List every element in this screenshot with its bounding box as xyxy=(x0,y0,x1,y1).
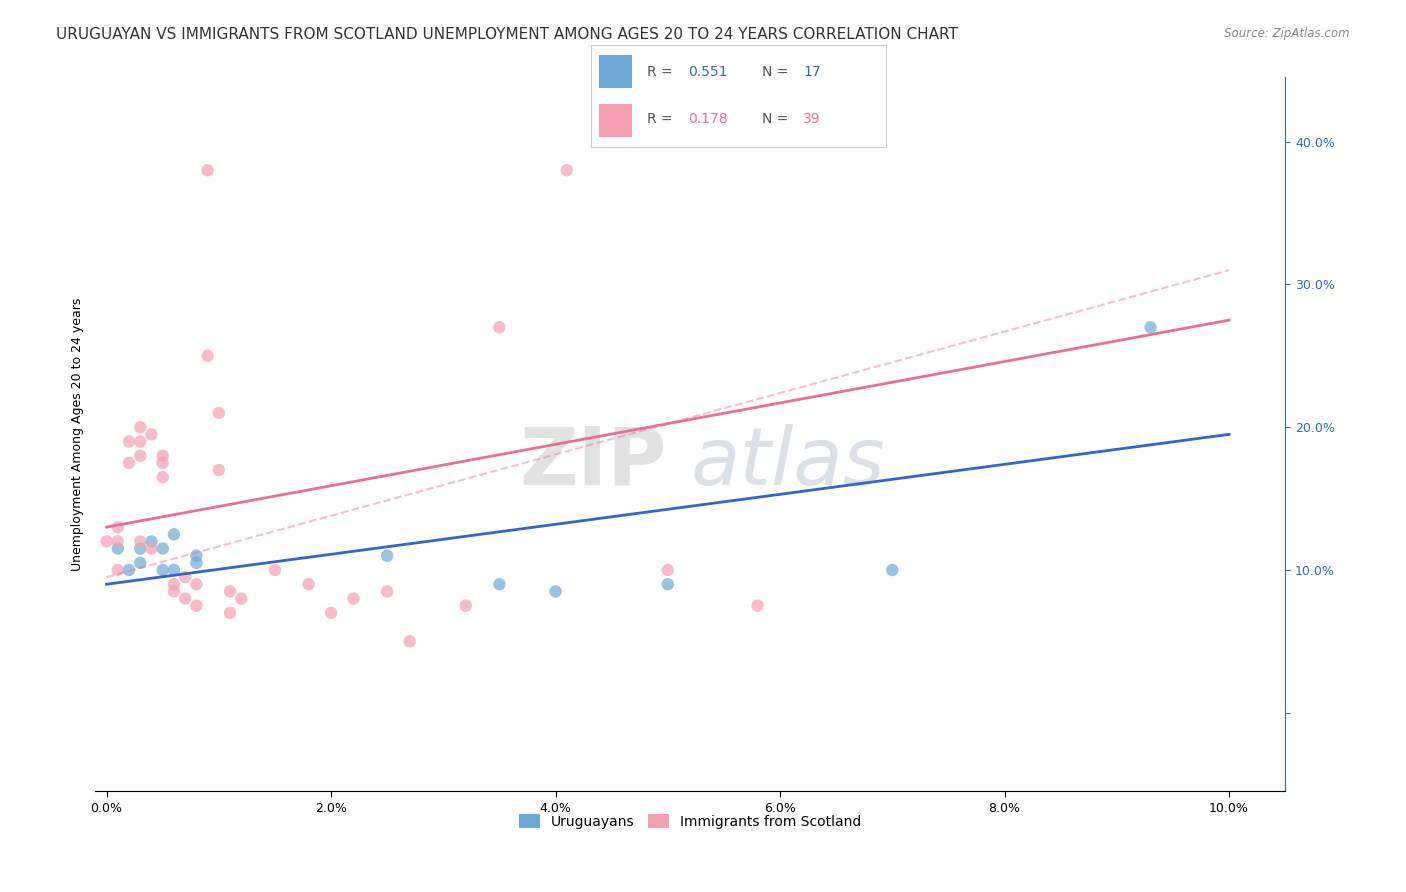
Point xyxy=(197,349,219,363)
Point xyxy=(163,584,186,599)
Point xyxy=(342,591,364,606)
Point xyxy=(141,427,163,442)
Text: R =: R = xyxy=(647,112,676,127)
Text: URUGUAYAN VS IMMIGRANTS FROM SCOTLAND UNEMPLOYMENT AMONG AGES 20 TO 24 YEARS COR: URUGUAYAN VS IMMIGRANTS FROM SCOTLAND UN… xyxy=(56,27,957,42)
Point xyxy=(454,599,477,613)
Text: R =: R = xyxy=(647,65,676,79)
Point xyxy=(208,406,231,420)
Legend: Uruguayans, Immigrants from Scotland: Uruguayans, Immigrants from Scotland xyxy=(513,808,868,834)
Point xyxy=(882,563,904,577)
Point xyxy=(398,634,420,648)
Point xyxy=(208,463,231,477)
Text: 39: 39 xyxy=(803,112,821,127)
Point xyxy=(163,563,186,577)
Point xyxy=(174,570,197,584)
Point xyxy=(96,534,118,549)
Text: N =: N = xyxy=(762,112,793,127)
Point xyxy=(107,563,129,577)
Point xyxy=(657,577,679,591)
Point xyxy=(107,520,129,534)
Text: 0.551: 0.551 xyxy=(688,65,727,79)
Point xyxy=(219,584,242,599)
Point xyxy=(1139,320,1161,334)
Text: atlas: atlas xyxy=(690,424,884,502)
Point xyxy=(152,456,174,470)
Point xyxy=(129,541,152,556)
Text: Source: ZipAtlas.com: Source: ZipAtlas.com xyxy=(1225,27,1350,40)
Point xyxy=(319,606,342,620)
Point xyxy=(141,541,163,556)
Point xyxy=(186,556,208,570)
Point xyxy=(298,577,321,591)
Point xyxy=(129,449,152,463)
FancyBboxPatch shape xyxy=(599,104,631,137)
Point xyxy=(231,591,253,606)
FancyBboxPatch shape xyxy=(599,55,631,87)
Point xyxy=(747,599,769,613)
Point xyxy=(197,163,219,178)
Point xyxy=(186,599,208,613)
Point xyxy=(375,549,398,563)
Point xyxy=(186,549,208,563)
Point xyxy=(174,591,197,606)
Text: 0.178: 0.178 xyxy=(688,112,727,127)
Point xyxy=(186,577,208,591)
Point xyxy=(152,541,174,556)
Point xyxy=(152,470,174,484)
Point xyxy=(219,606,242,620)
Point xyxy=(163,527,186,541)
Point xyxy=(118,563,141,577)
Point xyxy=(555,163,578,178)
Text: N =: N = xyxy=(762,65,793,79)
Text: ZIP: ZIP xyxy=(519,424,666,502)
Text: 17: 17 xyxy=(803,65,821,79)
Point xyxy=(152,449,174,463)
Point xyxy=(118,434,141,449)
Point xyxy=(163,577,186,591)
Point xyxy=(129,534,152,549)
Point xyxy=(141,534,163,549)
Point xyxy=(375,584,398,599)
Point xyxy=(657,563,679,577)
Point xyxy=(488,577,510,591)
Point xyxy=(152,563,174,577)
Point xyxy=(118,456,141,470)
Point xyxy=(488,320,510,334)
Point xyxy=(107,541,129,556)
Point xyxy=(107,534,129,549)
Point xyxy=(129,420,152,434)
Point xyxy=(129,556,152,570)
Y-axis label: Unemployment Among Ages 20 to 24 years: Unemployment Among Ages 20 to 24 years xyxy=(72,298,84,571)
Point xyxy=(129,434,152,449)
Point xyxy=(544,584,567,599)
Point xyxy=(264,563,287,577)
